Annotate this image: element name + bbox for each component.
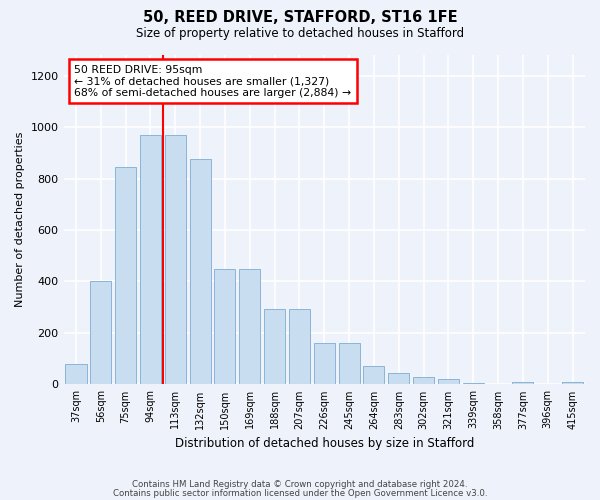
Bar (314, 344, 335, 384)
Bar (165, 135, 186, 384)
Text: 50, REED DRIVE, STAFFORD, ST16 1FE: 50, REED DRIVE, STAFFORD, ST16 1FE (143, 10, 457, 25)
Bar (90, 282, 112, 385)
Bar (65, 364, 86, 384)
Bar (413, 376, 434, 384)
Bar (388, 373, 409, 384)
Bar (364, 366, 385, 384)
Bar (239, 268, 260, 384)
Bar (190, 159, 211, 384)
Bar (463, 383, 484, 384)
Bar (562, 382, 583, 384)
Bar (115, 167, 136, 384)
Text: Contains public sector information licensed under the Open Government Licence v3: Contains public sector information licen… (113, 488, 487, 498)
Bar (289, 308, 310, 384)
Bar (512, 382, 533, 384)
Text: 50 REED DRIVE: 95sqm
← 31% of detached houses are smaller (1,327)
68% of semi-de: 50 REED DRIVE: 95sqm ← 31% of detached h… (74, 65, 351, 98)
Bar (140, 135, 161, 384)
Text: Contains HM Land Registry data © Crown copyright and database right 2024.: Contains HM Land Registry data © Crown c… (132, 480, 468, 489)
Y-axis label: Number of detached properties: Number of detached properties (15, 132, 25, 308)
Bar (338, 344, 359, 384)
Bar (438, 380, 459, 384)
Bar (214, 268, 235, 384)
Text: Size of property relative to detached houses in Stafford: Size of property relative to detached ho… (136, 28, 464, 40)
X-axis label: Distribution of detached houses by size in Stafford: Distribution of detached houses by size … (175, 437, 474, 450)
Bar (264, 308, 285, 384)
